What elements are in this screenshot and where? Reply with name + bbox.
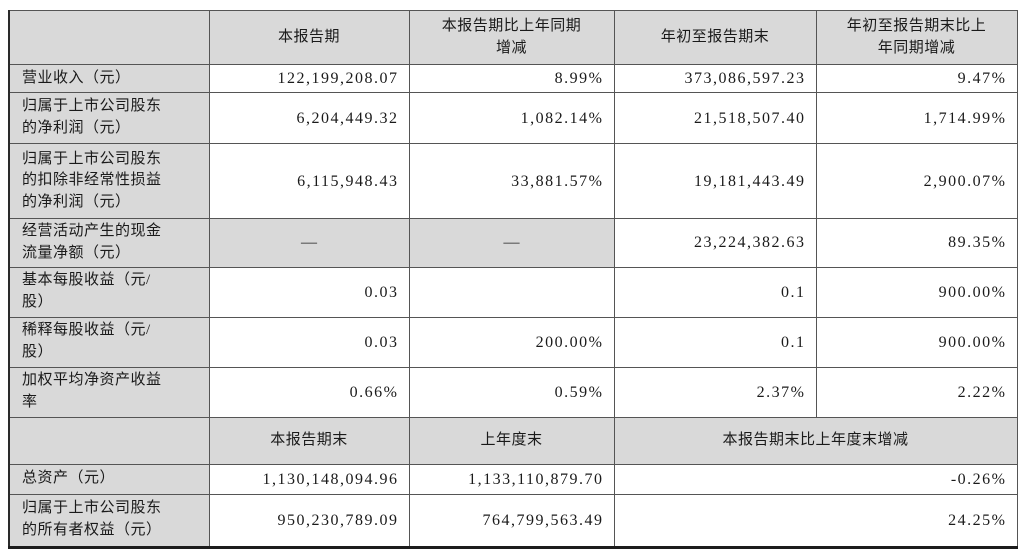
cell-value: 2,900.07%: [815, 143, 1018, 220]
cell-value: 764,799,563.49: [408, 493, 615, 548]
cell-value: 0.1: [613, 316, 817, 368]
cell-value: 1,082.14%: [408, 92, 615, 145]
row-label: 归属于上市公司股东 的净利润（元）: [8, 92, 210, 145]
header-prior-year-end: 上年度末: [408, 416, 615, 465]
row-label: 基本每股收益（元/ 股）: [8, 266, 210, 318]
header-corner-cell: [8, 10, 210, 65]
cell-value: 950,230,789.09: [208, 493, 410, 548]
row-label: 稀释每股收益（元/ 股）: [8, 316, 210, 368]
header-row-period-end: 本报告期末 上年度末 本报告期末比上年度末增减: [8, 416, 1018, 465]
cell-value: 0.03: [208, 316, 410, 368]
cell-value: 1,130,148,094.96: [208, 463, 410, 495]
cell-value: 33,881.57%: [408, 143, 615, 220]
header-current-period: 本报告期: [208, 10, 410, 65]
header-row-period: 本报告期 本报告期比上年同期 增减 年初至报告期末 年初至报告期末比上 年同期增…: [8, 10, 1018, 65]
row-basic-eps: 基本每股收益（元/ 股） 0.03 0.1 900.00%: [8, 266, 1018, 318]
cell-value: 1,714.99%: [815, 92, 1018, 145]
cell-value: 24.25%: [613, 493, 1018, 548]
cell-value: -0.26%: [613, 463, 1018, 495]
row-label: 营业收入（元）: [8, 63, 210, 94]
row-label: 经营活动产生的现金 流量净额（元）: [8, 218, 210, 268]
cell-value: 2.37%: [613, 366, 817, 418]
cell-value: 6,115,948.43: [208, 143, 410, 220]
cell-empty: [408, 266, 615, 318]
cell-dash: —: [208, 218, 410, 268]
cell-value: 9.47%: [815, 63, 1018, 94]
cell-value: 900.00%: [815, 316, 1018, 368]
cell-dash: —: [408, 218, 615, 268]
header-end-vs-prior-end: 本报告期末比上年度末增减: [613, 416, 1018, 465]
cell-value: 1,133,110,879.70: [408, 463, 615, 495]
cell-value: 200.00%: [408, 316, 615, 368]
header-ytd-vs-prior: 年初至报告期末比上 年同期增减: [815, 10, 1018, 65]
cell-value: 19,181,443.49: [613, 143, 817, 220]
row-label: 加权平均净资产收益 率: [8, 366, 210, 418]
row-label: 归属于上市公司股东 的扣除非经常性损益 的净利润（元）: [8, 143, 210, 220]
cell-value: 900.00%: [815, 266, 1018, 318]
cell-value: 0.03: [208, 266, 410, 318]
cell-value: 0.59%: [408, 366, 615, 418]
row-equity-attributable: 归属于上市公司股东 的所有者权益（元） 950,230,789.09 764,7…: [8, 493, 1018, 548]
key-financials-table: 本报告期 本报告期比上年同期 增减 年初至报告期末 年初至报告期末比上 年同期增…: [8, 10, 1018, 549]
cell-value: 373,086,597.23: [613, 63, 817, 94]
cell-value: 89.35%: [815, 218, 1018, 268]
row-label: 归属于上市公司股东 的所有者权益（元）: [8, 493, 210, 548]
header-current-vs-prior: 本报告期比上年同期 增减: [408, 10, 615, 65]
cell-value: 0.66%: [208, 366, 410, 418]
cell-value: 2.22%: [815, 366, 1018, 418]
row-net-profit: 归属于上市公司股东 的净利润（元） 6,204,449.32 1,082.14%…: [8, 92, 1018, 145]
row-diluted-eps: 稀释每股收益（元/ 股） 0.03 200.00% 0.1 900.00%: [8, 316, 1018, 368]
cell-value: 0.1: [613, 266, 817, 318]
row-operating-cash-flow: 经营活动产生的现金 流量净额（元） — — 23,224,382.63 89.3…: [8, 218, 1018, 268]
row-total-assets: 总资产（元） 1,130,148,094.96 1,133,110,879.70…: [8, 463, 1018, 495]
cell-value: 8.99%: [408, 63, 615, 94]
cell-value: 122,199,208.07: [208, 63, 410, 94]
header-ytd: 年初至报告期末: [613, 10, 817, 65]
row-net-profit-excl-nonrecurring: 归属于上市公司股东 的扣除非经常性损益 的净利润（元） 6,115,948.43…: [8, 143, 1018, 220]
cell-value: 23,224,382.63: [613, 218, 817, 268]
row-weighted-avg-roe: 加权平均净资产收益 率 0.66% 0.59% 2.37% 2.22%: [8, 366, 1018, 418]
header-period-end: 本报告期末: [208, 416, 410, 465]
row-operating-revenue: 营业收入（元） 122,199,208.07 8.99% 373,086,597…: [8, 63, 1018, 94]
cell-value: 6,204,449.32: [208, 92, 410, 145]
row-label: 总资产（元）: [8, 463, 210, 495]
header-corner-cell: [8, 416, 210, 465]
cell-value: 21,518,507.40: [613, 92, 817, 145]
